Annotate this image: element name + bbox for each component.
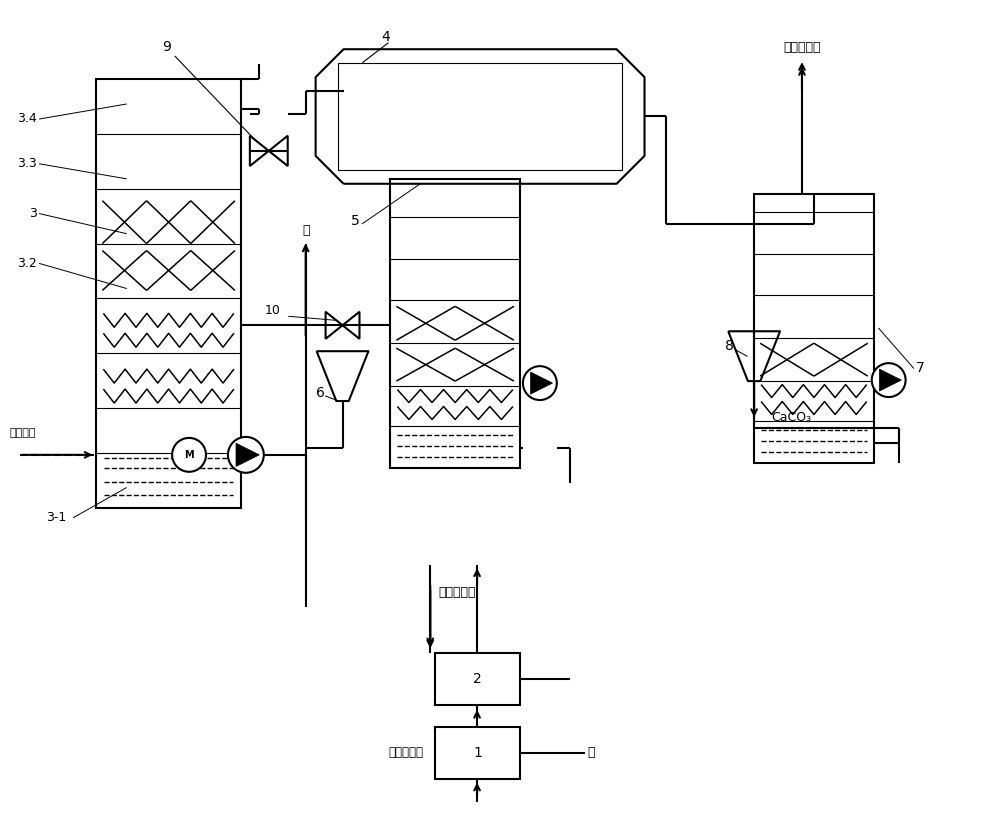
Circle shape bbox=[172, 438, 206, 472]
Text: 7: 7 bbox=[916, 361, 925, 375]
Bar bbox=[435, 727, 520, 779]
Circle shape bbox=[523, 366, 557, 400]
Circle shape bbox=[228, 437, 264, 473]
Bar bbox=[96, 79, 241, 508]
Circle shape bbox=[872, 363, 906, 397]
Polygon shape bbox=[236, 443, 259, 466]
Text: 3: 3 bbox=[29, 207, 37, 220]
Bar bbox=[754, 194, 874, 463]
Text: 电石渣粉末: 电石渣粉末 bbox=[388, 746, 423, 759]
Text: 3.2: 3.2 bbox=[17, 257, 37, 270]
Text: 5: 5 bbox=[351, 213, 360, 227]
Text: 3.3: 3.3 bbox=[17, 157, 37, 170]
Text: 1: 1 bbox=[473, 746, 482, 760]
Text: 净化后气体: 净化后气体 bbox=[783, 41, 821, 54]
Text: 水: 水 bbox=[588, 746, 595, 759]
Text: CaCO₃: CaCO₃ bbox=[771, 411, 811, 425]
Polygon shape bbox=[879, 369, 901, 391]
Text: 3-1: 3-1 bbox=[47, 511, 67, 524]
Bar bbox=[390, 179, 520, 468]
Text: 4: 4 bbox=[381, 30, 390, 44]
Text: 待处理废水: 待处理废水 bbox=[438, 586, 476, 599]
Text: 脱硝废气: 脱硝废气 bbox=[10, 428, 36, 438]
Text: M: M bbox=[184, 450, 194, 460]
Text: 8: 8 bbox=[725, 339, 734, 353]
Bar bbox=[435, 653, 520, 705]
Bar bbox=[338, 63, 622, 170]
Text: 6: 6 bbox=[316, 386, 325, 400]
Text: 10: 10 bbox=[265, 303, 281, 317]
Polygon shape bbox=[531, 372, 553, 394]
Text: 9: 9 bbox=[162, 40, 171, 54]
Text: 2: 2 bbox=[473, 672, 482, 686]
Text: 水: 水 bbox=[302, 224, 309, 237]
Text: 3.4: 3.4 bbox=[17, 113, 37, 125]
